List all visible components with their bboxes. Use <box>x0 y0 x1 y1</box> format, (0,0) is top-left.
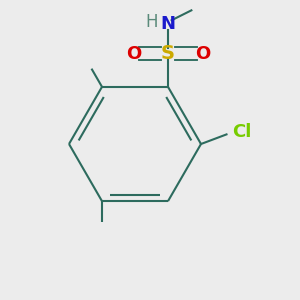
Text: S: S <box>161 44 175 63</box>
Text: Cl: Cl <box>232 123 252 141</box>
Text: O: O <box>195 45 210 63</box>
Text: N: N <box>160 15 175 33</box>
Text: O: O <box>126 45 141 63</box>
Text: H: H <box>145 13 158 31</box>
